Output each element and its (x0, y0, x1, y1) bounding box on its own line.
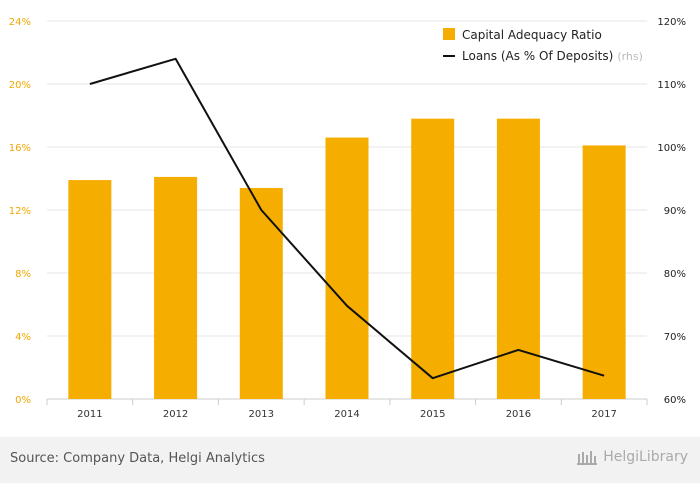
chart: 2011 2012 2013 2014 2015 2016 2017 0% 4% 8% 12% 16… (9, 17, 686, 420)
y-right-tick-label: 70% (664, 332, 686, 343)
line-series-loans-deposits (89, 57, 605, 380)
y-left-tick-label: 4% (15, 332, 31, 343)
legend-label-loans-deposits: Loans (As % Of Deposits) (rhs) (462, 49, 643, 63)
y-right-tick-label: 90% (664, 206, 686, 217)
y-right-tick-label: 60% (664, 395, 686, 406)
y-left-tick-label: 0% (15, 395, 31, 406)
y-left-tick-label: 16% (9, 143, 31, 154)
x-tick-label: 2015 (420, 409, 445, 420)
y-right-tick-label: 80% (664, 269, 686, 280)
y-left-tick-label: 24% (9, 17, 31, 28)
legend-label-loans-name: Loans (As % Of Deposits) (462, 49, 613, 63)
source-text: Source: Company Data, Helgi Analytics (10, 451, 265, 466)
y-left-tick-label: 12% (9, 206, 31, 217)
library-building-icon (577, 451, 598, 465)
bar-series-capital-adequacy (68, 118, 626, 400)
y-left-tick-label: 20% (9, 80, 31, 91)
bar-2011 (68, 180, 112, 399)
legend-label-capital-adequacy: Capital Adequacy Ratio (462, 28, 602, 42)
x-tick-label: 2014 (334, 409, 359, 420)
y-right-tick-label: 110% (657, 80, 686, 91)
bar-2013 (239, 187, 283, 399)
footer: Source: Company Data, Helgi Analytics He… (0, 437, 700, 483)
x-tick-label: 2011 (77, 409, 102, 420)
legend: Capital Adequacy Ratio Loans (As % Of De… (443, 28, 643, 63)
legend-label-rhs: (rhs) (617, 50, 643, 63)
y-left-tick-label: 8% (15, 269, 31, 280)
x-tick-label: 2016 (506, 409, 531, 420)
bar-2012 (154, 176, 198, 399)
loans-deposits-line (89, 57, 605, 380)
y-right-tick-label: 100% (657, 143, 686, 154)
bar-2014 (325, 137, 369, 400)
y-right-tick-label: 120% (657, 17, 686, 28)
bar-2017 (582, 145, 626, 399)
helgi-library-logo: HelgiLibrary (576, 448, 688, 466)
y-axis-right: 60% 70% 80% 90% 100% 110% 120% (657, 17, 686, 406)
x-axis: 2011 2012 2013 2014 2015 2016 2017 (46, 399, 648, 420)
bar-2016 (496, 118, 540, 400)
logo-text: HelgiLibrary (603, 449, 688, 465)
x-tick-label: 2017 (591, 409, 616, 420)
legend-swatch-capital-adequacy (443, 28, 455, 40)
x-tick-label: 2012 (163, 409, 188, 420)
x-tick-label: 2013 (249, 409, 274, 420)
y-axis-left: 0% 4% 8% 12% 16% 20% 24% (9, 17, 31, 406)
bar-2015 (411, 118, 455, 400)
